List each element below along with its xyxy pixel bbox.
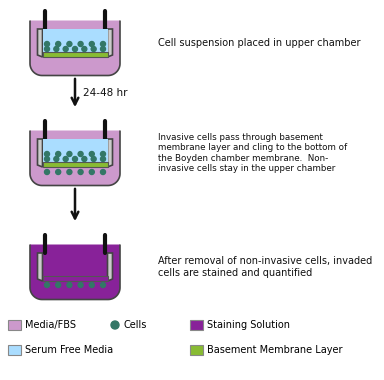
Text: Staining Solution: Staining Solution (207, 320, 290, 330)
Polygon shape (38, 139, 43, 167)
Circle shape (45, 169, 50, 174)
Text: Basement Membrane Layer: Basement Membrane Layer (207, 345, 343, 355)
Polygon shape (30, 21, 120, 76)
Text: Cells: Cells (123, 320, 146, 330)
Circle shape (67, 152, 72, 157)
Polygon shape (38, 253, 43, 281)
Circle shape (101, 41, 106, 46)
Circle shape (89, 169, 94, 174)
Bar (43, 162, 108, 167)
Circle shape (78, 169, 83, 174)
Circle shape (63, 46, 68, 52)
Text: 24-48 hr: 24-48 hr (83, 88, 127, 98)
Circle shape (67, 282, 72, 288)
Circle shape (82, 46, 87, 52)
Bar (8, 345, 21, 355)
Text: Media/FBS: Media/FBS (25, 320, 76, 330)
Circle shape (45, 152, 50, 157)
Circle shape (56, 152, 61, 157)
Circle shape (89, 282, 94, 288)
Bar (190, 320, 203, 330)
Circle shape (45, 41, 50, 46)
Circle shape (56, 282, 61, 288)
Polygon shape (30, 244, 120, 299)
Circle shape (45, 282, 50, 288)
Circle shape (45, 157, 50, 162)
Text: Invasive cells pass through basement
membrane layer and cling to the bottom of
t: Invasive cells pass through basement mem… (158, 133, 347, 173)
Circle shape (56, 169, 61, 174)
Polygon shape (108, 29, 113, 57)
Circle shape (101, 46, 106, 52)
Circle shape (89, 41, 94, 46)
Bar (190, 345, 203, 355)
Circle shape (101, 169, 106, 174)
Circle shape (54, 46, 59, 52)
Bar (43, 29, 108, 52)
Circle shape (67, 41, 72, 46)
Circle shape (73, 157, 78, 162)
Circle shape (63, 157, 68, 162)
Circle shape (82, 157, 87, 162)
Circle shape (101, 157, 106, 162)
Circle shape (45, 46, 50, 52)
Circle shape (73, 46, 78, 52)
Circle shape (56, 41, 61, 46)
Bar (8, 320, 21, 330)
Bar (43, 139, 108, 162)
Circle shape (101, 282, 106, 288)
Circle shape (78, 41, 83, 46)
Circle shape (111, 321, 119, 329)
Circle shape (101, 152, 106, 157)
Circle shape (91, 46, 96, 52)
Circle shape (78, 282, 83, 288)
Circle shape (89, 152, 94, 157)
Bar (43, 52, 108, 57)
Text: Cell suspension placed in upper chamber: Cell suspension placed in upper chamber (158, 38, 361, 48)
Bar (43, 276, 108, 281)
Circle shape (91, 157, 96, 162)
Text: After removal of non-invasive cells, invaded
cells are stained and quantified: After removal of non-invasive cells, inv… (158, 256, 372, 278)
Circle shape (67, 169, 72, 174)
Circle shape (54, 157, 59, 162)
Text: Serum Free Media: Serum Free Media (25, 345, 113, 355)
Polygon shape (108, 139, 113, 167)
Polygon shape (108, 253, 113, 281)
Circle shape (78, 152, 83, 157)
Polygon shape (38, 29, 43, 57)
Polygon shape (30, 130, 120, 185)
